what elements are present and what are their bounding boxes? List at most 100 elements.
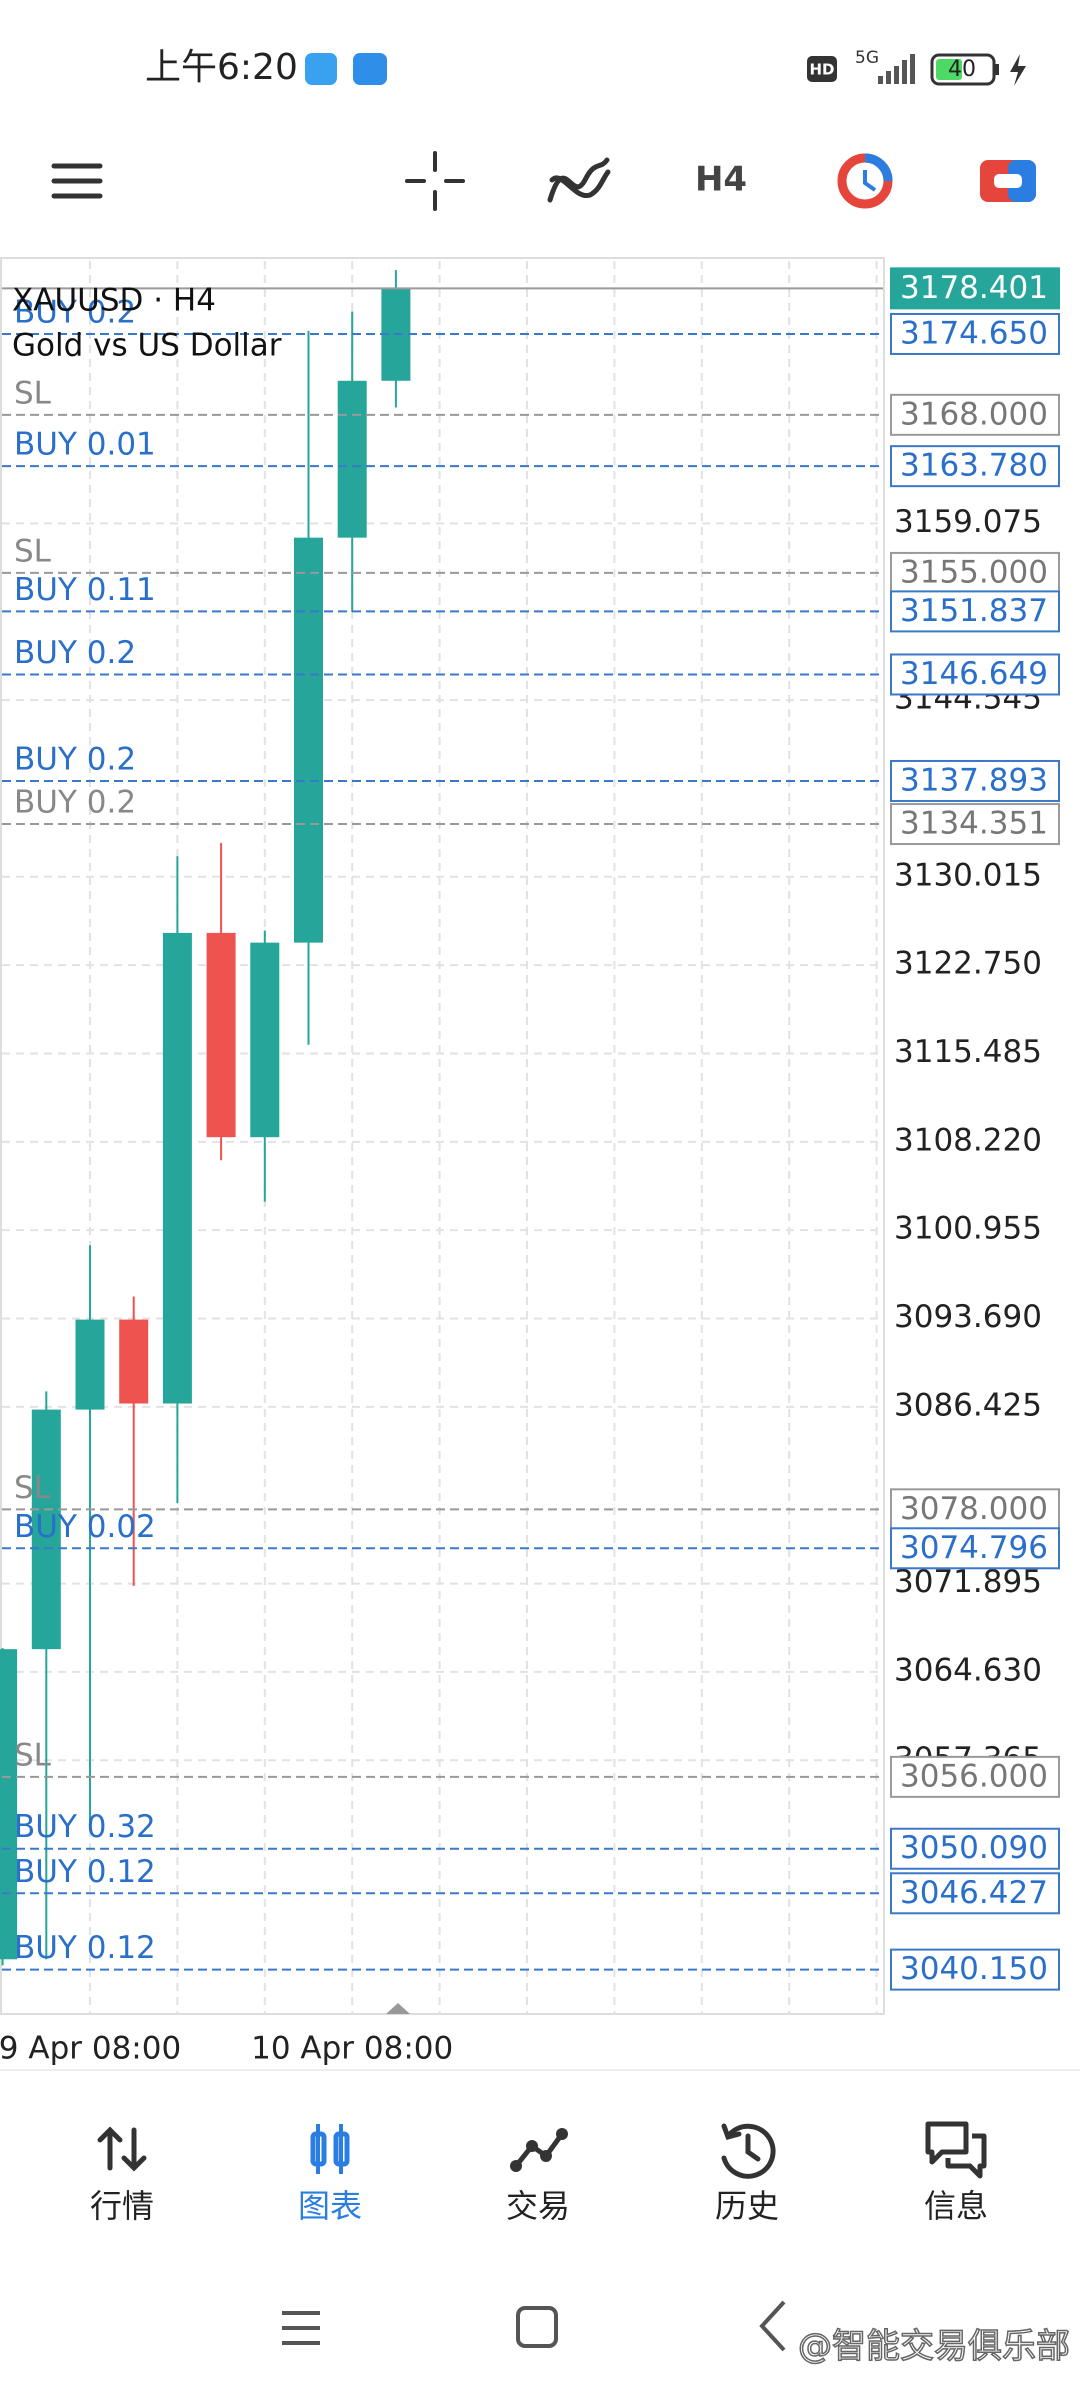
price-box-label: 3040.150 xyxy=(900,1951,1048,1987)
price-box-label: 3137.893 xyxy=(900,762,1048,798)
candle-body xyxy=(0,1649,18,1960)
nav-icons xyxy=(97,2121,987,2179)
nav-tab[interactable]: 历史 xyxy=(715,2187,779,2225)
indicators-button[interactable] xyxy=(547,157,611,203)
nav-tab[interactable]: 图表 xyxy=(298,2187,362,2225)
price-box xyxy=(890,1948,1060,1991)
order-label: SL xyxy=(14,1470,52,1506)
chart-layer: 9 Apr 08:00 10 Apr 08:00 BUY 0.2 SL BUY 0.01… xyxy=(0,261,1060,2067)
order-label: SL xyxy=(14,1737,52,1773)
system-menu-button[interactable] xyxy=(282,2311,320,2345)
candle-body xyxy=(162,932,192,1404)
price-box xyxy=(890,445,1060,488)
order-label: SL xyxy=(14,533,52,569)
candle-body xyxy=(294,537,323,943)
price-box-label: 3078.000 xyxy=(900,1491,1048,1527)
y-tick-label: 3115.485 xyxy=(894,1034,1042,1070)
price-box-label: 3163.780 xyxy=(900,448,1048,484)
price-box-label: 3151.837 xyxy=(900,593,1048,629)
nav-tab[interactable]: 交易 xyxy=(506,2187,570,2225)
price-box-label: 3146.649 xyxy=(900,656,1048,692)
app-icon xyxy=(353,53,387,85)
quotes-icon xyxy=(97,2126,147,2172)
price-box xyxy=(890,312,1060,355)
watermark: @智能交易俱乐部 xyxy=(798,2327,1070,2367)
candle-body xyxy=(75,1319,105,1410)
y-tick-label: 3122.750 xyxy=(894,946,1042,982)
nav-tab[interactable]: 信息 xyxy=(924,2187,988,2225)
order-label: BUY 0.12 xyxy=(14,1930,156,1966)
order-label: BUY 0.12 xyxy=(14,1854,156,1890)
y-tick-label: 3159.075 xyxy=(894,504,1042,540)
price-box xyxy=(890,1527,1060,1570)
app-icon xyxy=(305,53,337,85)
history-icon xyxy=(721,2123,776,2179)
chart-subtitle: Gold vs US Dollar xyxy=(12,328,282,364)
candle-body xyxy=(337,380,367,538)
price-box-label: 3178.401 xyxy=(900,270,1048,306)
price-box-label: 3168.000 xyxy=(900,396,1048,432)
timeframe-button[interactable]: H4 xyxy=(695,160,747,200)
order-label: BUY 0.01 xyxy=(14,427,156,463)
y-tick-label: 3064.630 xyxy=(894,1652,1042,1688)
hd-icon xyxy=(807,56,837,82)
price-box xyxy=(890,1488,1060,1531)
chart-frame xyxy=(0,257,885,2015)
price-box-label: 3134.351 xyxy=(900,806,1048,842)
price-box xyxy=(890,1827,1060,1870)
price-box xyxy=(890,1755,1060,1798)
y-tick-label: 3130.015 xyxy=(894,857,1042,893)
x-tick-label: 10 Apr 08:00 xyxy=(251,2031,453,2067)
battery-text: 40 xyxy=(948,57,976,82)
system-home-button[interactable] xyxy=(516,2306,558,2348)
order-label: BUY 0.11 xyxy=(14,572,156,608)
network-type: 5G xyxy=(855,48,879,68)
order-label: SL xyxy=(14,375,52,411)
order-label: BUY 0.2 xyxy=(14,635,136,671)
price-box xyxy=(890,393,1060,436)
price-box-label: 3174.650 xyxy=(900,315,1048,351)
chart-title: XAUUSD · H4 xyxy=(12,283,216,319)
trade-button[interactable] xyxy=(980,160,1036,202)
order-label: BUY 0.2 xyxy=(14,294,136,330)
hd-text: HD xyxy=(809,61,834,79)
nav-tab[interactable]: 行情 xyxy=(90,2187,154,2225)
system-back-button[interactable] xyxy=(759,2300,786,2352)
x-tick-label: 9 Apr 08:00 xyxy=(0,2031,181,2067)
battery-tip xyxy=(995,64,999,75)
price-box xyxy=(890,759,1060,802)
y-tick-label: 3086.425 xyxy=(894,1387,1042,1423)
candle-body xyxy=(31,1409,61,1650)
price-box-label: 3050.090 xyxy=(900,1830,1048,1866)
candle-body xyxy=(250,942,280,1138)
y-tick-label: 3093.690 xyxy=(894,1299,1042,1335)
y-tick-label: 3108.220 xyxy=(894,1122,1042,1158)
scroll-marker xyxy=(386,2003,410,2014)
crosshair-button[interactable] xyxy=(405,151,465,211)
order-label: BUY 0.32 xyxy=(14,1809,156,1845)
battery-level xyxy=(936,59,962,80)
candle-body xyxy=(119,1319,149,1404)
charging-icon xyxy=(1010,54,1026,86)
y-tick-label: 3100.955 xyxy=(894,1211,1042,1247)
candle-body xyxy=(206,932,236,1138)
order-label: BUY 0.2 xyxy=(14,741,136,777)
price-box-label: 3046.427 xyxy=(900,1875,1048,1911)
menu-button[interactable] xyxy=(51,163,103,199)
price-box xyxy=(890,590,1060,633)
nav-labels: 行情 图表 交易 历史 信息 xyxy=(90,2187,988,2225)
order-label: BUY 0.2 xyxy=(14,785,136,821)
status-time: 上午6:20 xyxy=(145,47,298,88)
price-box xyxy=(890,267,1060,310)
price-box xyxy=(890,653,1060,696)
price-box xyxy=(890,803,1060,846)
signal-bars xyxy=(878,54,915,84)
price-box-label: 3155.000 xyxy=(900,554,1048,590)
price-box xyxy=(890,1872,1060,1915)
battery xyxy=(930,53,996,86)
messages-icon xyxy=(925,2121,987,2179)
clock-button[interactable] xyxy=(837,153,893,209)
trade-icon xyxy=(510,2128,568,2172)
